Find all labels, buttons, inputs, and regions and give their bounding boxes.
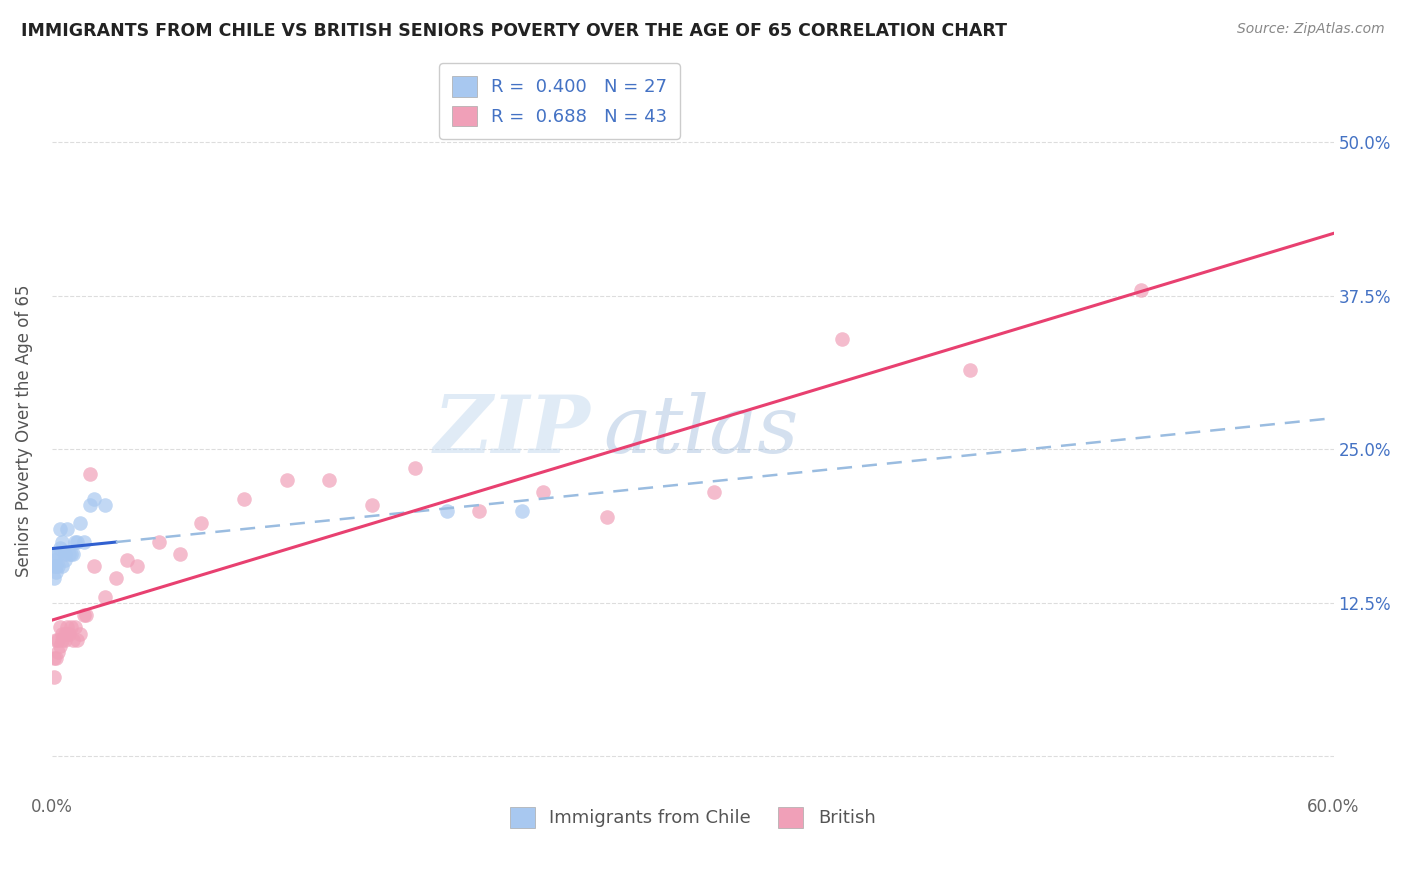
Point — [361, 498, 384, 512]
Point — [94, 590, 117, 604]
Point — [53, 553, 76, 567]
Point — [596, 510, 619, 524]
Point — [46, 632, 69, 647]
Point — [51, 559, 73, 574]
Point — [58, 626, 80, 640]
Point — [51, 632, 73, 647]
Point — [42, 670, 65, 684]
Point — [94, 498, 117, 512]
Point — [58, 547, 80, 561]
Point — [55, 626, 77, 640]
Point — [104, 571, 127, 585]
Point — [169, 547, 191, 561]
Point — [51, 534, 73, 549]
Point — [276, 473, 298, 487]
Point — [59, 620, 82, 634]
Point — [45, 559, 67, 574]
Point — [55, 620, 77, 634]
Point — [51, 626, 73, 640]
Point — [49, 639, 72, 653]
Point — [66, 632, 89, 647]
Point — [42, 553, 65, 567]
Point — [42, 571, 65, 585]
Point — [831, 332, 853, 346]
Point — [83, 491, 105, 506]
Point — [233, 491, 256, 506]
Point — [46, 559, 69, 574]
Point — [703, 485, 725, 500]
Point — [65, 620, 87, 634]
Point — [79, 467, 101, 481]
Text: atlas: atlas — [603, 392, 799, 470]
Point — [45, 565, 67, 579]
Point — [69, 516, 91, 530]
Point — [53, 632, 76, 647]
Point — [510, 504, 533, 518]
Point — [66, 534, 89, 549]
Point — [53, 626, 76, 640]
Point — [73, 534, 96, 549]
Point — [75, 608, 97, 623]
Point — [62, 632, 84, 647]
Point — [42, 559, 65, 574]
Point — [69, 626, 91, 640]
Point — [127, 559, 149, 574]
Point — [62, 547, 84, 561]
Point — [46, 645, 69, 659]
Point — [53, 547, 76, 561]
Point — [1130, 283, 1153, 297]
Point — [45, 651, 67, 665]
Point — [468, 504, 491, 518]
Point — [45, 547, 67, 561]
Point — [79, 498, 101, 512]
Point — [49, 522, 72, 536]
Point — [436, 504, 458, 518]
Point — [318, 473, 340, 487]
Point — [959, 362, 981, 376]
Point — [49, 620, 72, 634]
Point — [190, 516, 212, 530]
Text: Source: ZipAtlas.com: Source: ZipAtlas.com — [1237, 22, 1385, 37]
Point — [65, 534, 87, 549]
Text: IMMIGRANTS FROM CHILE VS BRITISH SENIORS POVERTY OVER THE AGE OF 65 CORRELATION : IMMIGRANTS FROM CHILE VS BRITISH SENIORS… — [21, 22, 1007, 40]
Point — [404, 460, 426, 475]
Point — [531, 485, 554, 500]
Point — [115, 553, 138, 567]
Point — [45, 632, 67, 647]
Point — [42, 651, 65, 665]
Legend: Immigrants from Chile, British: Immigrants from Chile, British — [502, 800, 883, 835]
Text: ZIP: ZIP — [433, 392, 591, 470]
Point — [148, 534, 170, 549]
Point — [83, 559, 105, 574]
Y-axis label: Seniors Poverty Over the Age of 65: Seniors Poverty Over the Age of 65 — [15, 285, 32, 577]
Point — [73, 608, 96, 623]
Point — [49, 541, 72, 555]
Point — [59, 547, 82, 561]
Point — [46, 547, 69, 561]
Point — [55, 522, 77, 536]
